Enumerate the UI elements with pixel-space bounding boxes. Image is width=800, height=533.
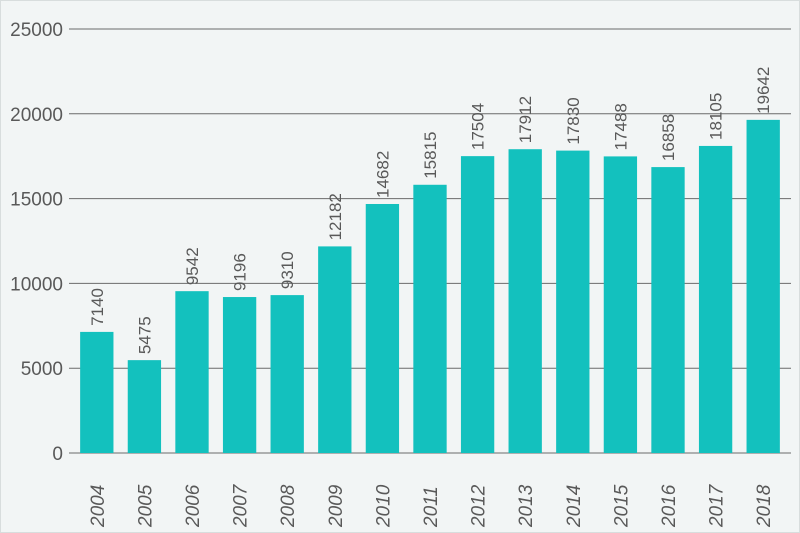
x-tick-label: 2015 (611, 484, 632, 528)
y-tick-label: 5000 (21, 359, 63, 380)
bar (508, 149, 542, 454)
data-label: 14682 (373, 151, 392, 198)
data-label: 18105 (707, 93, 726, 140)
x-tick-label: 2007 (231, 483, 252, 528)
bar (222, 297, 257, 453)
x-tick-label: 2011 (421, 486, 442, 528)
x-tick-label: 2010 (373, 484, 394, 528)
y-tick-label: 25000 (10, 20, 63, 41)
data-label: 9542 (183, 247, 202, 285)
data-label: 12182 (326, 193, 345, 240)
bar (698, 145, 733, 453)
bar (460, 156, 495, 454)
bar (127, 360, 162, 453)
x-tick-label: 2017 (707, 483, 728, 528)
x-tick-label: 2012 (469, 484, 490, 528)
y-tick-label: 0 (52, 444, 63, 465)
bar (746, 119, 780, 454)
x-tick-label: 2005 (135, 484, 156, 528)
x-tick-label: 2004 (88, 485, 109, 528)
data-label: 16858 (659, 114, 678, 161)
bar (318, 246, 352, 453)
data-label: 17504 (469, 103, 488, 150)
data-label: 9196 (231, 253, 250, 291)
y-tick-label: 10000 (10, 274, 63, 295)
x-tick-label: 2006 (183, 484, 204, 528)
bar (175, 291, 209, 453)
data-label: 7140 (88, 288, 107, 326)
x-tick-label: 2016 (659, 484, 680, 528)
y-tick-label: 15000 (10, 190, 63, 211)
bar (413, 184, 447, 454)
data-label: 17830 (564, 97, 583, 144)
y-tick-label: 20000 (10, 105, 63, 126)
data-label: 17488 (611, 103, 630, 150)
x-tick-label: 2018 (754, 484, 775, 528)
data-label: 17912 (516, 96, 535, 143)
bar (651, 167, 685, 453)
data-label: 5475 (135, 316, 154, 354)
x-tick-label: 2013 (516, 484, 537, 528)
x-tick-label: 2009 (326, 484, 347, 528)
bar (603, 156, 638, 454)
data-label: 15815 (421, 131, 440, 178)
bar (556, 150, 590, 453)
x-tick-label: 2008 (278, 484, 299, 528)
data-label: 19642 (754, 67, 773, 114)
bar (270, 295, 304, 453)
bar (80, 331, 114, 453)
data-label: 9310 (278, 251, 297, 289)
bar (365, 203, 400, 453)
x-tick-label: 2014 (564, 485, 585, 528)
